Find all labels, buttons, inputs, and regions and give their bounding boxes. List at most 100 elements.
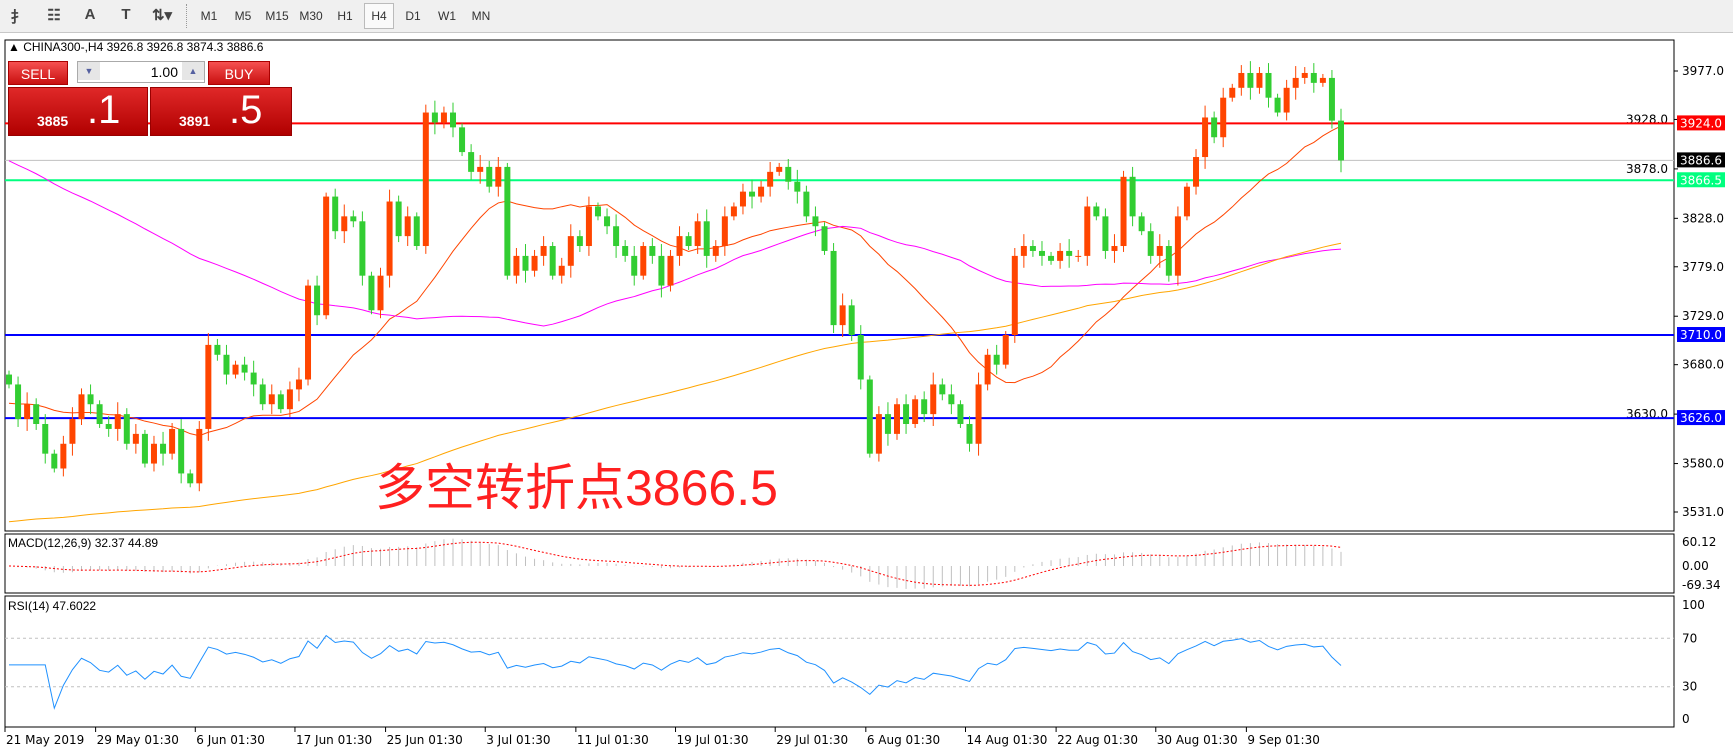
candle-body bbox=[1120, 176, 1127, 247]
pivot-annotation: 多空转折点3866.5 bbox=[375, 460, 778, 516]
time-label: 21 May 2019 bbox=[6, 733, 84, 747]
candle-body bbox=[60, 443, 67, 469]
candle-body bbox=[604, 216, 611, 227]
candle-body bbox=[857, 335, 864, 380]
candle-body bbox=[350, 216, 357, 222]
time-label: 29 Jul 01:30 bbox=[776, 733, 848, 747]
candle-body bbox=[141, 433, 148, 464]
text-label-icon[interactable]: T bbox=[121, 5, 131, 23]
candle-body bbox=[323, 196, 330, 316]
fibonacci-icon[interactable]: ☷ bbox=[47, 6, 61, 24]
sell-price-button[interactable]: 3885 .1 bbox=[8, 87, 148, 136]
candle-body bbox=[314, 285, 321, 316]
candle-body bbox=[1202, 117, 1209, 158]
candle-body bbox=[1075, 255, 1082, 257]
candle-body bbox=[477, 166, 484, 172]
candle-body bbox=[286, 389, 293, 410]
timeframe-mn[interactable]: MN bbox=[471, 9, 491, 23]
arrows-icon[interactable]: ⇅▾ bbox=[151, 6, 173, 24]
candle-body bbox=[1283, 87, 1290, 113]
timeframe-m1[interactable]: M1 bbox=[200, 9, 218, 23]
candle-body bbox=[894, 404, 900, 434]
price-tick-label: 3531.0 bbox=[1682, 505, 1724, 519]
timeframe-m30[interactable]: M30 bbox=[299, 9, 323, 23]
sell-price-pips: .1 bbox=[87, 88, 121, 132]
candle-body bbox=[667, 255, 674, 286]
buy-button[interactable]: BUY bbox=[208, 61, 270, 85]
candle-body bbox=[223, 354, 230, 375]
candle-body bbox=[205, 344, 212, 429]
candle-body bbox=[15, 384, 22, 420]
candle-body bbox=[939, 384, 946, 395]
time-label: 14 Aug 01:30 bbox=[966, 733, 1047, 747]
time-label: 11 Jul 01:30 bbox=[577, 733, 649, 747]
level-label: 3866.5 bbox=[1680, 173, 1722, 187]
candle-body bbox=[830, 250, 837, 326]
candle-body bbox=[1048, 255, 1055, 261]
candle-body bbox=[1292, 77, 1299, 88]
candle-body bbox=[1057, 250, 1064, 261]
lot-increase-button[interactable]: ▲ bbox=[182, 62, 204, 80]
buy-price-button[interactable]: 3891 .5 bbox=[150, 87, 292, 136]
candle-body bbox=[96, 404, 103, 424]
lot-size-input[interactable]: 1.00 bbox=[77, 61, 205, 83]
rsi-tick-label: 30 bbox=[1682, 680, 1697, 694]
candle-body bbox=[975, 384, 982, 444]
level-label: 3924.0 bbox=[1680, 116, 1722, 130]
candle-body bbox=[78, 394, 85, 420]
candle-body bbox=[114, 414, 121, 429]
text-icon[interactable]: A bbox=[84, 5, 96, 23]
candle-body bbox=[1310, 72, 1317, 83]
candle-body bbox=[440, 112, 447, 123]
candle-body bbox=[585, 206, 592, 247]
candle-body bbox=[513, 255, 520, 276]
lot-decrease-button[interactable]: ▼ bbox=[78, 62, 100, 80]
candle-body bbox=[531, 255, 538, 271]
time-label: 6 Aug 01:30 bbox=[867, 733, 940, 747]
ma-fast-line bbox=[8, 125, 1342, 437]
level-label: 3626.0 bbox=[1680, 411, 1722, 425]
timeframe-m5[interactable]: M5 bbox=[234, 9, 252, 23]
candle-body bbox=[468, 152, 475, 172]
chart-area[interactable]: 3977.03928.03878.03828.03779.03729.03680… bbox=[0, 33, 1733, 751]
price-tick-label: 3729.0 bbox=[1682, 309, 1724, 323]
timeframe-h4[interactable]: H4 bbox=[364, 3, 394, 29]
timeframe-h1[interactable]: H1 bbox=[337, 9, 353, 23]
candle-body bbox=[232, 364, 239, 375]
macd-frame bbox=[4, 533, 1675, 594]
candle-body bbox=[776, 166, 783, 172]
price-tick-label: 3828.0 bbox=[1682, 211, 1724, 225]
candle-body bbox=[948, 394, 955, 405]
candle-body bbox=[1002, 335, 1009, 365]
candle-body bbox=[1165, 246, 1172, 276]
rsi-tick-label: 0 bbox=[1682, 712, 1690, 726]
timeframe-d1[interactable]: D1 bbox=[405, 9, 421, 23]
time-label: 17 Jun 01:30 bbox=[296, 733, 372, 747]
candle-body bbox=[694, 221, 701, 247]
candle-body bbox=[1029, 246, 1036, 251]
timeframe-w1[interactable]: W1 bbox=[438, 9, 456, 23]
candle-body bbox=[631, 255, 638, 276]
time-label: 6 Jun 01:30 bbox=[196, 733, 265, 747]
candle-body bbox=[51, 453, 58, 469]
candle-body bbox=[123, 414, 130, 444]
elliott-wave-icon[interactable]: ⺘ bbox=[10, 8, 26, 26]
candle-body bbox=[1111, 246, 1118, 251]
price-tick-label: 3779.0 bbox=[1682, 260, 1724, 274]
candle-body bbox=[1229, 87, 1236, 98]
sell-button[interactable]: SELL bbox=[8, 61, 68, 85]
candle-body bbox=[42, 423, 49, 454]
candle-body bbox=[912, 399, 919, 424]
candle-body bbox=[395, 201, 402, 237]
price-tick-label: 3580.0 bbox=[1682, 457, 1724, 471]
candle-body bbox=[1238, 72, 1245, 88]
time-label: 3 Jul 01:30 bbox=[486, 733, 550, 747]
candle-body bbox=[431, 112, 438, 123]
candle-body bbox=[1183, 186, 1190, 217]
macd-tick-label: 60.12 bbox=[1682, 535, 1716, 549]
timeframe-m15[interactable]: M15 bbox=[265, 9, 289, 23]
candle-body bbox=[749, 191, 756, 197]
ma-mid-line bbox=[8, 160, 1342, 327]
sell-price-main: 3885 bbox=[37, 113, 69, 129]
candle-body bbox=[241, 364, 248, 373]
